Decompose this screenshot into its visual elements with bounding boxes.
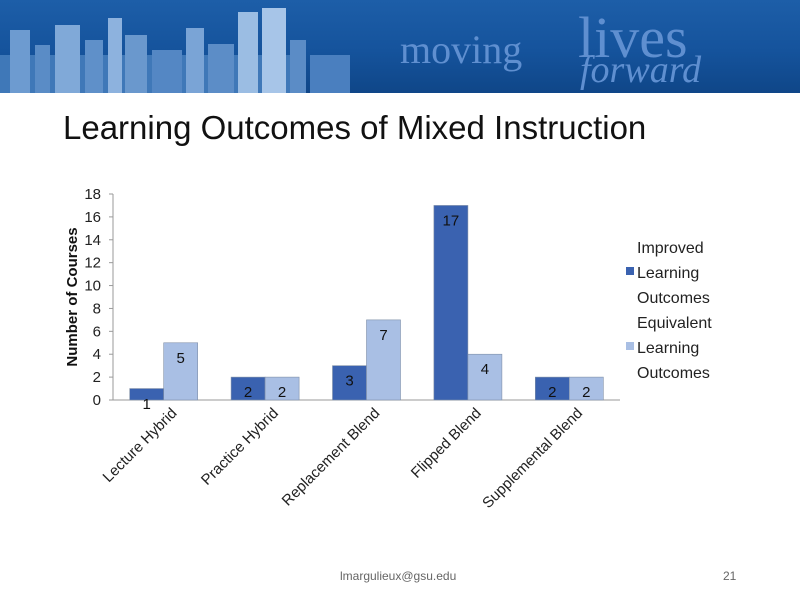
y-tick-label: 14 bbox=[84, 232, 101, 249]
footer-email: lmargulieux@gsu.edu bbox=[340, 569, 457, 583]
legend-label: Improved bbox=[637, 240, 704, 257]
legend-label: Outcomes bbox=[637, 365, 710, 382]
y-tick-label: 2 bbox=[93, 369, 101, 386]
bar bbox=[568, 376, 604, 401]
legend-label: Equivalent bbox=[637, 315, 712, 332]
header-banner: moving lives forward bbox=[0, 0, 800, 93]
data-label: 4 bbox=[481, 361, 489, 378]
bar bbox=[467, 353, 503, 401]
bar bbox=[163, 342, 198, 401]
page-number: 21 bbox=[723, 569, 737, 583]
legend-label: Learning bbox=[637, 340, 699, 357]
brand-word-moving: moving bbox=[400, 27, 523, 72]
legend-label: Learning bbox=[637, 265, 699, 282]
data-label: 3 bbox=[345, 373, 353, 390]
data-label: 1 bbox=[143, 396, 151, 413]
data-label: 5 bbox=[177, 350, 185, 367]
brand-word-lives: lives bbox=[578, 5, 688, 70]
x-tick-label: Practice Hybrid bbox=[198, 405, 282, 489]
data-label: 2 bbox=[548, 384, 556, 401]
slide-title: Learning Outcomes of Mixed Instruction bbox=[63, 109, 647, 146]
data-label: 2 bbox=[244, 384, 252, 401]
brand-logo-text: moving lives forward bbox=[400, 4, 760, 92]
legend-swatch bbox=[626, 267, 634, 275]
y-tick-label: 6 bbox=[93, 323, 101, 340]
y-tick-label: 16 bbox=[84, 209, 101, 226]
x-tick-label: Lecture Hybrid bbox=[100, 405, 181, 486]
data-label: 17 bbox=[443, 212, 460, 229]
data-label: 2 bbox=[582, 384, 590, 401]
y-tick-label: 0 bbox=[93, 392, 101, 409]
brand-word-forward: forward bbox=[580, 49, 702, 91]
data-label: 2 bbox=[278, 384, 286, 401]
y-tick-label: 10 bbox=[84, 278, 101, 295]
y-tick-label: 12 bbox=[84, 255, 101, 272]
x-tick-label: Flipped Blend bbox=[408, 405, 485, 482]
bar-chart: 0 2 4 6 8 10 12 14 16 18 Number of Courses 1 5 Lectur… bbox=[64, 186, 712, 512]
bar bbox=[366, 319, 401, 401]
x-tick-label: Supplemental Blend bbox=[479, 405, 586, 512]
legend-swatch bbox=[626, 342, 634, 350]
legend-label: Outcomes bbox=[637, 290, 710, 307]
bar bbox=[433, 205, 469, 401]
city-skyline-image bbox=[0, 8, 350, 93]
data-label: 7 bbox=[379, 327, 387, 344]
y-tick-label: 8 bbox=[93, 300, 101, 317]
y-axis-label: Number of Courses bbox=[64, 227, 81, 366]
x-tick-label: Replacement Blend bbox=[279, 405, 384, 510]
y-tick-label: 4 bbox=[93, 346, 101, 363]
bar bbox=[264, 376, 300, 401]
y-tick-label: 18 bbox=[84, 186, 101, 203]
